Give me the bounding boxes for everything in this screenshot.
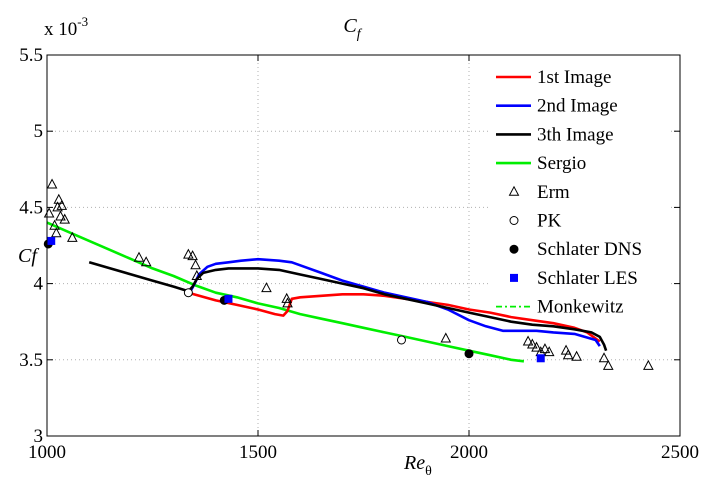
data-point-erm <box>598 352 610 363</box>
series-line-sergio <box>46 221 525 363</box>
data-point-erm <box>526 338 538 349</box>
legend-swatch <box>510 273 518 282</box>
data-point-erm <box>562 349 574 360</box>
y-tick-label: 5.5 <box>19 45 43 66</box>
series-1st-image <box>188 291 601 343</box>
series-2nd-image <box>189 257 601 347</box>
y-tick-label: 3 <box>34 426 44 447</box>
data-point-erm <box>190 259 201 270</box>
y-tick-label: 4 <box>34 274 44 295</box>
plot-frame <box>46 54 681 437</box>
data-point-erm <box>282 297 293 308</box>
y-exponent-label: x 10-3 <box>44 14 88 40</box>
series-sergio <box>46 221 525 363</box>
data-point-erm <box>133 251 145 262</box>
series-line-2nd-image <box>189 257 601 347</box>
x-tick-label: 1500 <box>239 442 277 463</box>
data-point-erm <box>643 359 654 370</box>
data-point-erm <box>53 193 65 204</box>
data-point-pk <box>396 335 406 345</box>
legend-entry-2nd-image: 2nd Image <box>496 96 618 117</box>
data-point-erm <box>187 250 198 261</box>
x-tick-label: 2000 <box>450 442 488 463</box>
legend-entry-schlater-les: Schlater LES <box>510 268 638 289</box>
data-point-erm <box>55 210 66 221</box>
data-point-erm <box>522 335 534 346</box>
series-line-1st-image <box>188 291 601 343</box>
legend-label: 1st Image <box>537 67 611 88</box>
legend-entry-monkewitz: Monkewitz <box>496 297 624 318</box>
legend-entry-pk: PK <box>509 211 562 232</box>
series-schlater-les <box>47 236 545 363</box>
legend-entry-erm: Erm <box>508 182 570 203</box>
series-pk <box>183 288 406 345</box>
legend-box <box>490 57 668 291</box>
legend-label: Sergio <box>537 153 586 174</box>
data-point-erm <box>281 292 293 303</box>
y-tick-label: 5 <box>34 121 44 142</box>
legend-entry-schlater-dns: Schlater DNS <box>509 239 642 260</box>
x-axis-label: Reθ <box>403 452 432 479</box>
axes <box>46 54 681 437</box>
legend-label: Erm <box>537 182 570 203</box>
series-erm <box>43 178 654 370</box>
legend-entry-3th-image: 3th Image <box>496 124 614 145</box>
y-tick-labels: 3 3.5 4 4.5 5 5.5 <box>19 45 43 447</box>
data-point-erm <box>543 346 555 357</box>
data-point-erm <box>46 178 58 189</box>
x-tick-labels: 1000 1500 2000 2500 <box>28 442 699 463</box>
y-tick-label: 4.5 <box>19 197 43 218</box>
data-point-erm <box>539 343 551 354</box>
data-point-erm <box>571 350 582 361</box>
data-point-schlater-les <box>47 236 56 245</box>
legend-label: 2nd Image <box>537 96 618 117</box>
data-point-erm <box>261 282 272 293</box>
data-point-erm <box>66 231 78 242</box>
x-tick-label: 2500 <box>661 442 699 463</box>
y-tick-label: 3.5 <box>19 350 43 371</box>
y-axis-label: Cf <box>18 245 39 267</box>
legend-label: Schlater LES <box>537 268 638 289</box>
data-point-erm <box>531 341 542 352</box>
data-point-erm <box>191 269 203 280</box>
legend-label: 3th Image <box>537 124 614 145</box>
data-point-pk <box>183 288 193 298</box>
data-point-erm <box>50 227 62 238</box>
data-point-schlater-les <box>224 294 233 303</box>
data-point-erm <box>59 213 71 224</box>
data-point-erm <box>52 201 63 212</box>
data-point-erm <box>140 256 152 267</box>
data-point-schlater-dns <box>464 349 474 359</box>
legend-entry-1st-image: 1st Image <box>496 67 611 88</box>
legend-entry-sergio: Sergio <box>496 153 586 174</box>
data-point-erm <box>440 332 452 343</box>
legend: 1st Image 2nd Image 3th Image Sergio Erm PK Sc… <box>490 57 668 318</box>
legend-swatch <box>509 244 519 254</box>
data-point-schlater-les <box>536 354 545 363</box>
data-point-erm <box>56 199 68 210</box>
chart-title: Cf <box>343 15 362 42</box>
data-point-erm <box>49 219 60 230</box>
legend-label: Schlater DNS <box>537 239 642 260</box>
data-series <box>43 178 654 370</box>
x-tick-label: 1000 <box>28 442 66 463</box>
legend-label: PK <box>537 211 562 232</box>
data-point-erm <box>602 359 614 370</box>
legend-label: Monkewitz <box>537 297 624 318</box>
legend-swatch <box>508 185 520 196</box>
legend-swatch <box>509 216 519 225</box>
grid-lines <box>47 55 680 436</box>
